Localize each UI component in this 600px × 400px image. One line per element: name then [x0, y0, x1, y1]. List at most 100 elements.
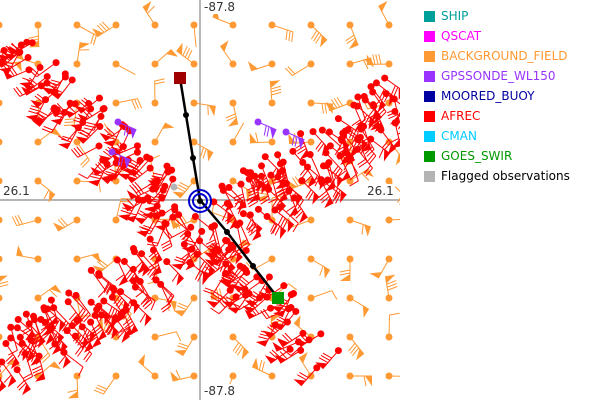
wind-barb — [113, 256, 128, 287]
barb-staff — [76, 252, 99, 260]
legend-label: AFREC — [441, 109, 481, 123]
barb-line — [365, 167, 373, 177]
barb-line — [178, 342, 189, 347]
wind-barb — [34, 284, 62, 302]
barb-station-dot — [385, 177, 393, 185]
legend-swatch — [424, 90, 435, 102]
barb-staff — [223, 189, 243, 206]
barb-line — [14, 215, 21, 226]
legend-item-afrec[interactable]: AFREC — [424, 106, 570, 126]
barb-flag — [200, 270, 213, 279]
barb-station-dot — [222, 260, 230, 268]
wind-barb — [319, 162, 344, 188]
barb-line — [68, 311, 77, 321]
barb-flag — [74, 315, 83, 327]
barb-station-dot — [385, 333, 393, 341]
barb-station-dot — [108, 148, 116, 156]
barb-line — [160, 239, 171, 246]
barb-flag — [132, 274, 141, 287]
wind-barb — [346, 216, 372, 237]
barb-staff — [341, 139, 356, 161]
barb-station-dot — [187, 223, 195, 231]
wind-barb — [0, 21, 3, 29]
legend-item-flagged[interactable]: Flagged observations — [424, 166, 570, 186]
barb-station-dot — [390, 95, 398, 103]
barb-line — [386, 108, 397, 114]
barb-line — [221, 211, 228, 221]
barb-station-dot — [268, 21, 276, 29]
barb-station-dot — [112, 372, 120, 380]
barb-line — [91, 323, 101, 332]
barb-line — [226, 116, 237, 122]
wind-barb — [0, 275, 9, 302]
barb-line — [137, 212, 147, 219]
wind-barb — [151, 78, 165, 107]
barb-station-dot — [23, 38, 31, 46]
barb-station-dot — [229, 177, 237, 185]
wind-barb — [47, 326, 68, 355]
barb-staff — [3, 44, 22, 62]
barb-station-dot — [263, 293, 271, 301]
barb-line — [210, 248, 221, 254]
barb-line — [5, 353, 14, 362]
barb-staff — [298, 357, 312, 377]
legend-item-gpssonde[interactable]: GPSSONDE_WL150 — [424, 66, 570, 86]
barb-line — [31, 338, 41, 345]
legend-item-moored-buoy[interactable]: MOORED_BUOY — [424, 86, 570, 106]
barb-flag — [169, 218, 181, 229]
barb-flag — [356, 348, 364, 361]
barb-flag — [228, 117, 238, 127]
barb-line — [350, 345, 358, 354]
wind-barb — [162, 223, 195, 240]
barb-flag — [261, 182, 268, 195]
storm-track — [170, 72, 284, 304]
legend-item-qscat[interactable]: QSCAT — [424, 26, 570, 46]
barb-line — [379, 88, 385, 99]
barb-station-dot — [53, 106, 61, 114]
barb-station-dot — [367, 83, 375, 91]
barb-line — [117, 155, 121, 166]
barb-line — [182, 258, 192, 266]
barb-flag — [79, 42, 91, 50]
barb-line — [99, 259, 108, 267]
barb-line — [294, 176, 302, 186]
barb-flag — [270, 305, 283, 313]
wind-barb — [0, 99, 3, 107]
barb-flag — [153, 253, 163, 265]
barb-line — [151, 175, 162, 179]
barb-line — [79, 310, 86, 319]
barb-staff — [388, 180, 400, 193]
barb-line — [238, 239, 248, 246]
barb-line — [156, 206, 165, 215]
legend-item-background-field[interactable]: BACKGROUND_FIELD — [424, 46, 570, 66]
barb-station-dot — [112, 99, 120, 107]
barb-line — [217, 251, 225, 261]
barb-line — [109, 168, 120, 174]
barb-line — [176, 305, 187, 311]
wind-barb — [307, 255, 331, 279]
barb-station-dot — [111, 314, 119, 322]
barb-station-dot — [350, 101, 358, 109]
barb-flag — [22, 383, 31, 396]
wind-barb — [13, 366, 31, 396]
barb-line — [175, 331, 182, 342]
wind-barb — [174, 333, 198, 357]
legend-swatch — [424, 10, 435, 22]
barb-line — [23, 375, 33, 382]
wind-barb — [0, 368, 1, 373]
barb-line — [162, 230, 171, 239]
wind-barb — [231, 273, 261, 293]
wind-barb — [18, 339, 43, 366]
wind-barb-map[interactable] — [0, 0, 400, 400]
barb-staff — [154, 48, 172, 65]
legend-item-cman[interactable]: CMAN — [424, 126, 570, 146]
barb-flag — [48, 190, 56, 203]
wind-barb — [209, 241, 235, 267]
barb-station-dot — [91, 311, 99, 319]
legend-item-goes-swir[interactable]: GOES_SWIR — [424, 146, 570, 166]
barb-station-dot — [274, 151, 282, 159]
legend-item-ship[interactable]: SHIP — [424, 6, 570, 26]
barb-station-dot — [114, 118, 122, 126]
barb-line — [174, 259, 185, 264]
barb-line — [77, 336, 84, 346]
